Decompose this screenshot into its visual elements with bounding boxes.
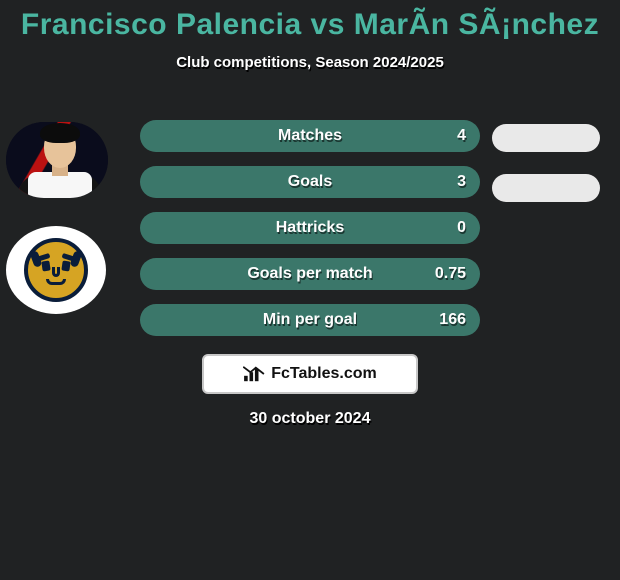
stats-list: Matches4Goals3Hattricks0Goals per match0… — [140, 120, 480, 350]
stat-value: 0 — [457, 219, 466, 237]
stat-row: Hattricks0 — [140, 212, 480, 244]
brand-badge: FcTables.com — [202, 354, 418, 394]
page-title: Francisco Palencia vs MarÃ­n SÃ¡nchez — [0, 0, 620, 42]
stat-value: 3 — [457, 173, 466, 191]
snapshot-date: 30 october 2024 — [0, 410, 620, 428]
comparison-pill — [492, 124, 600, 152]
stat-label: Min per goal — [140, 311, 480, 329]
stat-value: 166 — [439, 311, 466, 329]
stat-label: Goals per match — [140, 265, 480, 283]
stat-label: Goals — [140, 173, 480, 191]
stat-value: 4 — [457, 127, 466, 145]
comparison-pill — [492, 174, 600, 202]
stat-label: Hattricks — [140, 219, 480, 237]
left-avatar-column — [6, 122, 126, 314]
player-avatar — [6, 122, 108, 198]
season-subtitle: Club competitions, Season 2024/2025 — [0, 54, 620, 71]
bar-chart-icon — [243, 365, 265, 383]
stat-value: 0.75 — [435, 265, 466, 283]
stat-row: Goals per match0.75 — [140, 258, 480, 290]
stat-label: Matches — [140, 127, 480, 145]
brand-text: FcTables.com — [271, 365, 377, 383]
stat-row: Goals3 — [140, 166, 480, 198]
club-badge — [6, 226, 106, 314]
comparison-card: Francisco Palencia vs MarÃ­n SÃ¡nchez Cl… — [0, 0, 620, 580]
stat-row: Matches4 — [140, 120, 480, 152]
stat-row: Min per goal166 — [140, 304, 480, 336]
right-pill-column — [492, 120, 600, 224]
